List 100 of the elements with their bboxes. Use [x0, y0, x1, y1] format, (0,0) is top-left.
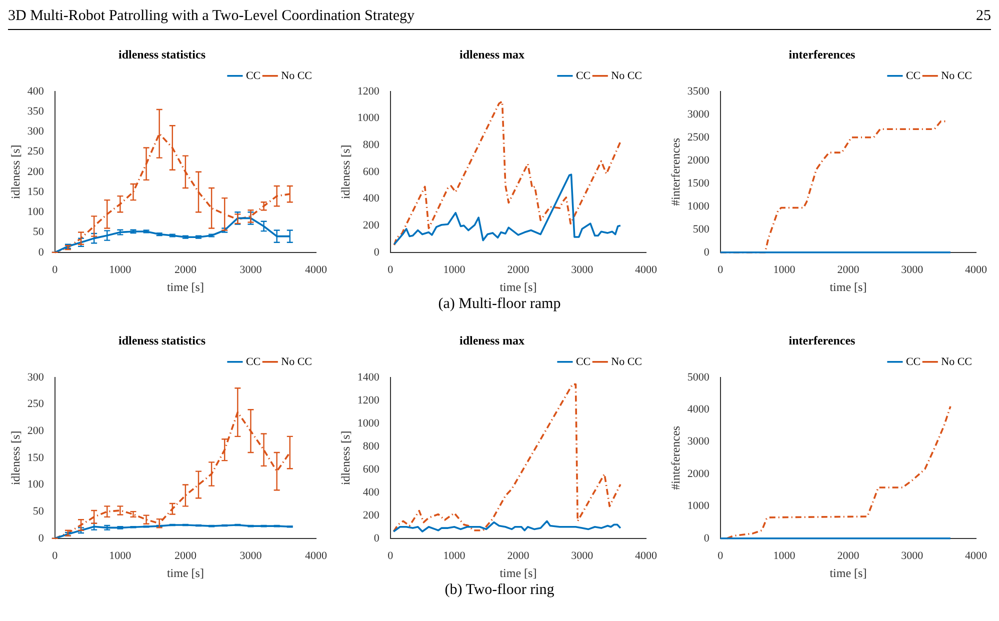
- y-tick-label: 250: [27, 146, 44, 158]
- y-tick-label: 5000: [687, 371, 710, 384]
- x-tick-label: 3000: [571, 550, 594, 562]
- x-tick-label: 0: [388, 264, 394, 276]
- y-tick-label: 200: [362, 509, 380, 522]
- legend-label: CC: [246, 356, 261, 368]
- text: 3D Multi-Robot Patrolling with a Two-Level Coordination Strategy: [8, 8, 415, 25]
- y-tick-label: 400: [27, 85, 44, 98]
- y-tick-label: 1000: [687, 500, 710, 512]
- text: 25: [976, 8, 991, 25]
- y-tick-label: 100: [27, 478, 44, 491]
- chart-title: idleness statistics: [118, 333, 206, 348]
- x-tick-label: 2000: [174, 550, 197, 562]
- x-tick-label: 2000: [507, 264, 530, 276]
- x-tick-label: 2000: [837, 550, 860, 562]
- chart-title: idleness max: [459, 333, 525, 348]
- x-tick-label: 4000: [635, 550, 658, 562]
- legend-label: No CC: [611, 70, 642, 82]
- y-tick-label: 3000: [687, 108, 710, 120]
- y-tick-label: 150: [27, 452, 44, 464]
- x-axis-title: time [s]: [166, 566, 204, 580]
- y-axis-title: #inteferences: [668, 426, 682, 490]
- x-tick-label: 0: [718, 264, 724, 276]
- y-tick-label: 400: [362, 192, 380, 205]
- x-axis-title: time [s]: [166, 280, 204, 294]
- x-tick-label: 2000: [837, 264, 860, 276]
- legend-label: CC: [906, 70, 921, 82]
- y-tick-label: 200: [362, 219, 380, 232]
- x-tick-label: 1000: [443, 264, 466, 276]
- x-tick-label: 0: [52, 550, 58, 562]
- x-axis-title: time [s]: [500, 280, 537, 294]
- legend-label: No CC: [611, 356, 642, 368]
- x-tick-label: 4000: [305, 264, 328, 276]
- y-tick-label: 200: [27, 424, 44, 437]
- x-tick-label: 1000: [109, 550, 132, 562]
- x-axis-title: time [s]: [830, 566, 867, 580]
- x-tick-label: 2000: [507, 550, 530, 562]
- x-tick-label: 3000: [901, 550, 924, 562]
- x-tick-label: 4000: [305, 550, 328, 562]
- legend-label: CC: [576, 356, 591, 368]
- y-tick-label: 1200: [357, 394, 380, 406]
- x-tick-label: 3000: [571, 264, 594, 276]
- y-tick-label: 1000: [687, 200, 710, 212]
- text: (b) Two-floor ring: [444, 582, 554, 598]
- y-axis-title: #interferences: [668, 138, 682, 206]
- chart-title: interferences: [788, 47, 856, 62]
- y-tick-label: 1500: [687, 177, 710, 190]
- y-tick-label: 1000: [357, 417, 380, 430]
- x-tick-label: 0: [388, 550, 394, 562]
- y-tick-label: 800: [362, 138, 380, 151]
- y-tick-label: 50: [32, 505, 44, 518]
- y-tick-label: 2500: [687, 131, 710, 144]
- y-tick-label: 100: [27, 206, 44, 218]
- x-tick-label: 4000: [965, 264, 988, 276]
- legend-label: CC: [906, 356, 921, 368]
- y-axis-title: idleness [s]: [8, 430, 22, 486]
- x-tick-label: 0: [718, 550, 724, 562]
- y-tick-label: 1000: [357, 112, 380, 124]
- y-axis-title: idleness [s]: [8, 144, 22, 200]
- chart-title: idleness max: [459, 47, 525, 62]
- y-tick-label: 0: [38, 246, 44, 258]
- y-tick-label: 350: [27, 105, 44, 118]
- y-tick-label: 500: [692, 223, 710, 236]
- legend-label: No CC: [941, 70, 972, 82]
- x-tick-label: 0: [52, 264, 58, 276]
- y-axis-title: idleness [s]: [338, 430, 352, 486]
- y-tick-label: 2000: [687, 154, 710, 166]
- legend-label: No CC: [281, 356, 312, 368]
- y-tick-label: 0: [704, 532, 710, 544]
- y-tick-label: 3500: [687, 85, 710, 98]
- text: (a) Multi-floor ramp: [438, 296, 561, 312]
- y-axis-title: idleness [s]: [338, 144, 352, 200]
- x-tick-label: 2000: [174, 264, 197, 276]
- x-tick-label: 1000: [773, 264, 796, 276]
- x-tick-label: 1000: [109, 264, 132, 276]
- y-tick-label: 200: [27, 166, 44, 178]
- y-tick-label: 2000: [687, 468, 710, 480]
- y-tick-label: 1400: [357, 371, 380, 384]
- x-axis-title: time [s]: [500, 566, 537, 580]
- x-tick-label: 4000: [635, 264, 658, 276]
- x-tick-label: 3000: [240, 550, 262, 562]
- y-tick-label: 800: [362, 440, 380, 452]
- line-series: [393, 100, 622, 246]
- y-tick-label: 400: [362, 486, 380, 498]
- legend-label: CC: [246, 70, 261, 82]
- legend-label: CC: [576, 70, 591, 82]
- line-series: [726, 405, 952, 540]
- x-tick-label: 1000: [773, 550, 796, 562]
- y-tick-label: 3000: [687, 436, 710, 448]
- y-tick-label: 300: [27, 126, 44, 138]
- x-axis-title: time [s]: [830, 280, 867, 294]
- line-series: [392, 383, 622, 532]
- legend-label: No CC: [281, 70, 312, 82]
- x-tick-label: 1000: [443, 550, 466, 562]
- y-tick-label: 150: [27, 186, 44, 198]
- y-tick-label: 600: [362, 166, 380, 178]
- y-tick-label: 1200: [357, 85, 380, 98]
- y-tick-label: 0: [704, 246, 710, 258]
- y-tick-label: 4000: [687, 403, 710, 416]
- y-tick-label: 0: [374, 532, 380, 544]
